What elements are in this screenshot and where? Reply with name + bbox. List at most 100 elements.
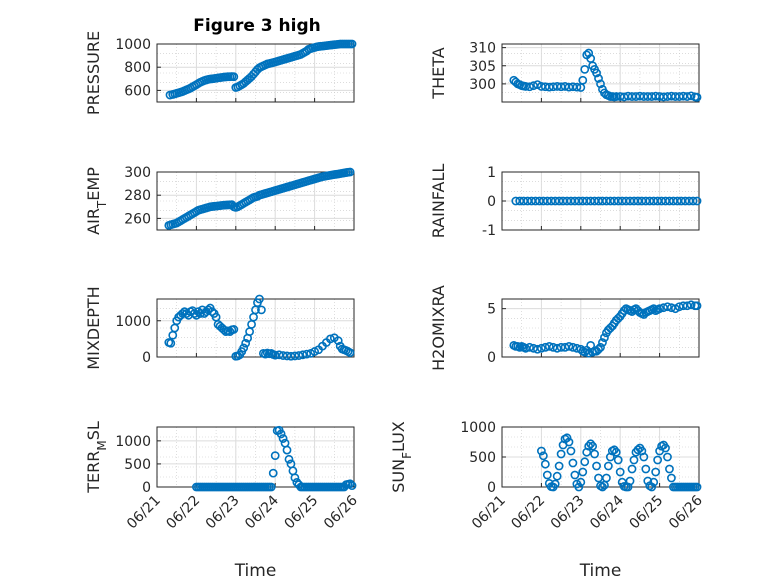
data-point [229,325,239,334]
axes-h2omixra [501,298,700,358]
data-point [544,341,554,351]
data-point [584,48,594,58]
data-point [564,341,574,351]
y-tick-label: 300 [124,165,151,181]
y-axis-label: AIRTEMP [84,167,109,235]
data-point [290,473,300,483]
data-point [590,449,599,459]
data-point [290,351,300,361]
y-tick-label: 600 [124,83,151,99]
data-point [653,455,663,465]
data-point [633,445,643,455]
data-point [333,336,343,346]
data-point [568,342,578,352]
data-point [562,433,572,443]
data-point [255,294,264,304]
y-axis-label: PRESSURE [84,31,103,115]
data-point [625,476,635,486]
data-point [537,343,546,353]
data-point [325,334,335,344]
data-point [257,305,266,315]
data-point [241,338,251,348]
subplot-h2omixra: 0 5 H2OMIXRA [429,285,702,371]
data-point [554,461,564,471]
y-tick-label: 500 [124,457,151,473]
data-point [578,467,588,477]
data-point [688,196,698,206]
y-tick-label: 0 [487,480,496,496]
y-tick-label: 500 [469,450,496,466]
data-point [692,92,702,102]
subplot-pressure: 600 800 1000 PRESSURE [84,31,357,115]
x-axis-label: Time [234,561,277,581]
data-point [294,351,304,360]
data-point [550,479,560,489]
y-axis-label: THETA [429,47,448,99]
data-point [566,446,576,456]
data-point [564,437,574,447]
axes-border [501,43,700,103]
data-point [586,439,596,449]
data-point [568,458,578,468]
data-point [598,338,607,347]
data-point [229,72,239,82]
data-point [166,338,176,348]
y-tick-label: 280 [124,188,151,204]
data-point [580,457,590,467]
data-point [278,434,288,443]
data-point [649,304,659,314]
y-tick-label: 0 [487,194,496,210]
data-point [266,482,276,492]
axes-border [501,171,700,231]
data-point [629,455,639,465]
data-point [556,449,566,459]
data-point [649,477,659,487]
data-point [651,467,661,477]
data-point [274,350,284,360]
data-point [537,446,546,456]
data-point [592,461,601,471]
data-point [594,74,603,83]
data-point [613,455,623,465]
data-point [602,473,611,483]
data-point [647,482,657,492]
data-point [347,39,357,49]
data-point [533,344,542,354]
data-point [525,82,534,92]
y-tick-label: 1000 [115,37,151,53]
data-point [302,349,312,359]
data-point [268,468,278,478]
data-point [298,350,308,360]
data-point [284,454,294,464]
subplot-mixdepth: 0 1000 MIXDEPTH [84,286,355,370]
y-tick-label: 0 [142,350,151,366]
y-tick-label: 1 [487,165,496,181]
data-point [643,476,653,486]
data-point [609,445,619,455]
data-point [639,452,649,462]
data-point [663,452,672,462]
data-point [603,461,613,471]
data-point [276,429,286,439]
data-point [615,467,625,477]
data-point [692,196,702,206]
data-point [570,470,580,480]
data-point [345,479,355,489]
data-point [686,300,696,310]
y-axis-label: SUNFLUX [389,421,414,493]
data-point [692,301,702,311]
y-tick-label: 5 [487,302,496,318]
axes-border [156,43,355,103]
y-axis-label: RAINFALL [429,164,448,239]
data-point [540,459,550,469]
y-tick-label: 260 [124,211,151,227]
x-axis-label: Time [579,561,622,581]
data-point [692,482,702,492]
data-point [282,445,292,455]
data-point [588,441,598,451]
subplot-rainfall: -1 0 1 RAINFALL [429,164,702,239]
y-tick-label: 305 [469,59,496,75]
y-tick-label: 310 [469,41,496,57]
